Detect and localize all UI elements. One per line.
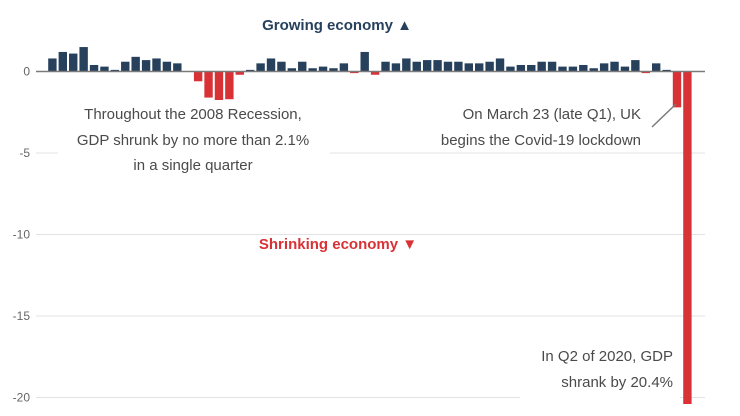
bar <box>48 58 57 72</box>
bar <box>568 66 578 72</box>
q2-annotation-bg <box>520 342 680 398</box>
q2-annotation-line1: In Q2 of 2020, GDP <box>541 348 673 365</box>
bar <box>402 58 411 72</box>
bar <box>58 51 68 72</box>
bar <box>641 71 650 74</box>
bar <box>443 61 453 72</box>
bar <box>516 64 526 72</box>
bar <box>308 68 317 72</box>
bar <box>433 60 442 72</box>
recession-annotation-bg <box>58 100 330 176</box>
bar <box>287 68 297 72</box>
bar <box>69 53 78 72</box>
recession-annotation-line2: GDP shrunk by no more than 2.1% <box>77 132 309 149</box>
bar <box>620 66 630 72</box>
bar <box>589 68 598 72</box>
bar <box>454 61 463 72</box>
bar <box>464 63 473 72</box>
recession-annotation-line1: Throughout the 2008 Recession, <box>84 106 302 123</box>
lockdown-annotation-line1: On March 23 (late Q1), UK <box>463 106 641 123</box>
lockdown-annotation-bg <box>412 100 648 152</box>
bar <box>579 64 588 72</box>
bar <box>141 60 151 72</box>
y-tick-label: -20 <box>13 391 31 405</box>
q2-annotation-line2: shrank by 20.4% <box>561 374 673 391</box>
bar <box>651 63 661 72</box>
bar <box>318 66 328 72</box>
bar <box>245 69 255 72</box>
bar <box>370 71 380 75</box>
bar <box>599 63 609 72</box>
shrinking-economy-label: Shrinking economy ▼ <box>259 236 417 253</box>
bars <box>48 47 692 405</box>
bar <box>610 61 619 72</box>
bar <box>339 63 349 72</box>
y-tick-label: 0 <box>23 65 30 79</box>
bar <box>266 58 276 72</box>
bar <box>110 69 120 72</box>
lockdown-pointer-line <box>651 103 677 128</box>
bar <box>214 71 224 106</box>
bar <box>162 61 172 72</box>
bar <box>152 58 161 72</box>
bar <box>329 68 338 72</box>
bar <box>350 71 359 74</box>
bar <box>547 61 557 72</box>
bar <box>662 69 671 72</box>
bar <box>193 71 203 82</box>
bar <box>527 64 536 72</box>
bar <box>225 71 234 100</box>
bar <box>79 47 88 72</box>
bar <box>381 61 390 72</box>
bar <box>506 66 515 72</box>
bar <box>173 63 182 72</box>
bar <box>631 60 640 72</box>
bar <box>683 71 692 405</box>
bar <box>495 58 505 72</box>
bar <box>475 63 484 72</box>
bar <box>537 61 546 72</box>
bar <box>131 56 140 72</box>
bar <box>121 61 130 72</box>
bar <box>298 61 307 72</box>
bar <box>485 61 494 72</box>
growing-economy-label: Growing economy ▲ <box>262 17 412 34</box>
bar <box>256 63 265 72</box>
y-tick-label: -5 <box>19 146 30 160</box>
bar <box>277 61 286 72</box>
bar <box>672 71 682 108</box>
bar <box>391 63 401 72</box>
bar <box>558 66 567 72</box>
bar <box>360 51 369 72</box>
bar <box>100 66 109 72</box>
y-tick-label: -15 <box>13 309 31 323</box>
bar <box>204 71 213 98</box>
y-tick-label: -10 <box>13 228 31 242</box>
recession-annotation-line3: in a single quarter <box>133 157 252 174</box>
bar <box>422 60 432 72</box>
bar <box>89 64 99 72</box>
bar <box>412 61 421 72</box>
bar <box>235 71 244 75</box>
y-axis-ticks: 0 -5 -10 -15 -20 <box>13 65 31 405</box>
lockdown-annotation-line2: begins the Covid-19 lockdown <box>441 132 641 149</box>
